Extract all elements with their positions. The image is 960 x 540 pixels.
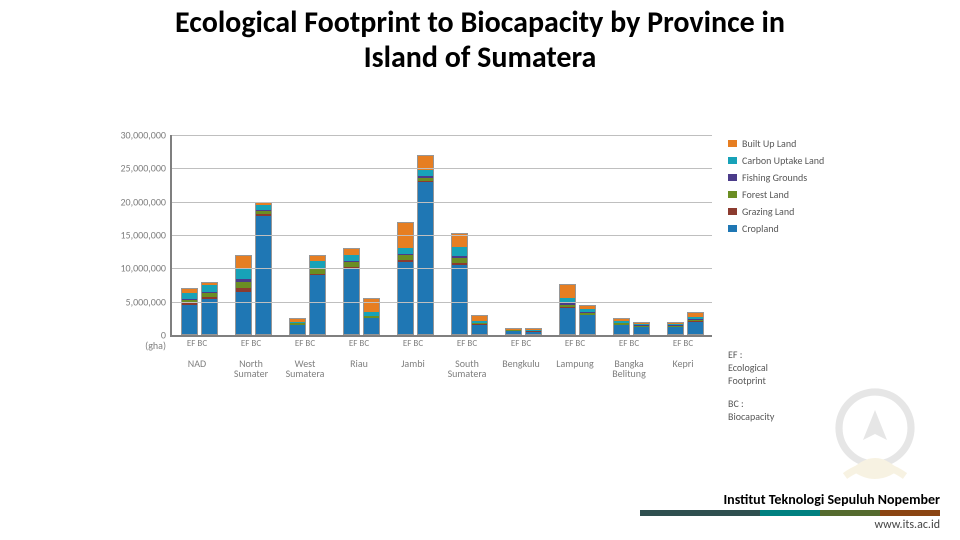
ytick: 20,000,000 [120,195,172,208]
bar [201,282,218,335]
bar-pair [343,248,380,335]
bar [417,155,434,335]
x-group: EF BCSouthSumatera [440,337,494,380]
x-group: EF BCJambi [386,337,440,380]
x-group: EF BCNAD [170,337,224,380]
title-line-1: Ecological Footprint to Biocapacity by P… [0,6,960,41]
bar-pair [289,255,326,335]
ytick: 15,000,000 [120,229,172,242]
ytick: 30,000,000 [120,129,172,142]
bar-pair [505,328,542,335]
legend-item: Carbon Uptake Land [728,155,838,166]
plot-region: 05,000,00010,000,00015,000,00020,000,000… [170,135,712,337]
bar [397,222,414,335]
bar [559,284,576,335]
legend: Built Up Land Carbon Uptake Land Fishing G… [728,138,838,240]
legend-item: Fishing Grounds [728,172,838,183]
bar-pair [451,233,488,335]
bar [343,248,360,335]
footer-url: www.its.ac.id [640,518,940,532]
bar [289,318,306,335]
key-ef-2: Footprint [728,374,774,387]
legend-item: Built Up Land [728,138,838,149]
x-axis-labels: EF BCNADEF BCNorthSumaterEF BCWestSumate… [170,337,710,380]
institution-name: Institut Teknologi Sepuluh Nopember [640,491,940,508]
abbrev-key: EF : Ecological Footprint BC : Biocapaci… [728,348,774,423]
x-group: EF BCNorthSumater [224,337,278,380]
bar [309,255,326,335]
ytick: 10,000,000 [120,262,172,275]
legend-item: Cropland [728,223,838,234]
legend-item: Forest Land [728,189,838,200]
bar [613,318,630,335]
bar [525,328,542,335]
footer-accent-bar [640,510,940,516]
x-group: EF BCBangkaBelitung [602,337,656,380]
bar-pair [559,284,596,335]
x-group: EF BCKepri [656,337,710,380]
x-group: EF BCBengkulu [494,337,548,380]
x-group: EF BCWestSumatera [278,337,332,380]
bar [451,233,468,335]
bar [633,322,650,335]
title-line-2: Island of Sumatera [0,41,960,76]
bar [181,288,198,335]
slide: Ecological Footprint to Biocapacity by P… [0,0,960,540]
y-unit: (gha) [145,339,172,352]
bar [363,298,380,335]
bar [505,328,522,335]
bar-pair [397,155,434,335]
bar [235,255,252,335]
bar [667,322,684,335]
bar-pair [667,312,704,335]
bar-pair [613,318,650,335]
bar [579,305,596,335]
bar-pair [181,282,218,335]
x-group: EF BCRiau [332,337,386,380]
footer: Institut Teknologi Sepuluh Nopember www.… [640,491,940,532]
ytick: 5,000,000 [126,295,172,308]
key-ef-1: EF : Ecological [728,348,774,374]
legend-item: Grazing Land [728,206,838,217]
slide-title: Ecological Footprint to Biocapacity by P… [0,6,960,75]
key-bc: BC : Biocapacity [728,397,774,423]
bar [687,312,704,335]
its-logo-watermark [800,380,950,500]
x-group: EF BCLampung [548,337,602,380]
bar [471,315,488,335]
ytick: 25,000,000 [120,162,172,175]
